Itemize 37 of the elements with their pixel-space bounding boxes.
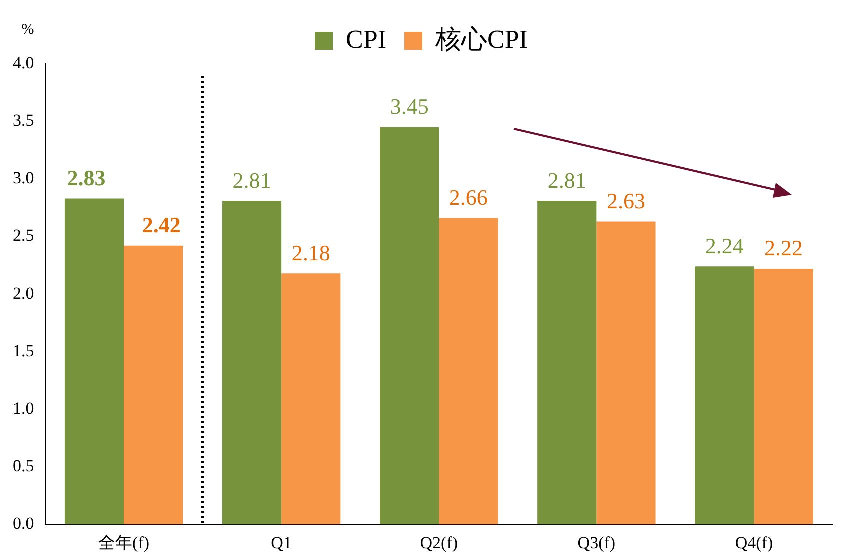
data-label: 2.18: [292, 240, 330, 266]
y-tick-label: 4.0: [13, 53, 34, 72]
legend-label: 核心CPI: [434, 24, 528, 54]
bar: [596, 222, 656, 525]
data-label: 2.66: [449, 185, 488, 210]
bar: [282, 274, 341, 525]
bar: [754, 268, 814, 525]
data-label: 2.22: [764, 236, 804, 261]
y-tick-label: 2.0: [13, 284, 34, 303]
y-axis-title: %: [22, 22, 34, 38]
bar: [380, 127, 440, 525]
y-tick-label: 0.0: [13, 514, 34, 534]
bar: [538, 201, 597, 525]
x-tick-label: Q1: [271, 533, 292, 552]
bar: [222, 201, 282, 525]
data-label: 2.83: [67, 165, 106, 190]
y-tick-label: 1.5: [13, 341, 34, 360]
bar: [64, 198, 124, 525]
data-label: 2.24: [705, 233, 744, 258]
x-tick-label: Q3(f): [578, 533, 616, 552]
bar: [695, 266, 754, 525]
y-tick-label: 0.5: [13, 456, 34, 476]
x-tick-label: 全年(f): [98, 533, 150, 552]
y-tick-label: 2.5: [13, 226, 34, 246]
data-label: 2.63: [606, 188, 646, 214]
legend-label: CPI: [346, 24, 387, 54]
x-tick-label: Q2(f): [420, 533, 458, 552]
data-label: 3.45: [390, 94, 429, 120]
y-tick-label: 3.0: [13, 168, 34, 188]
data-label: 2.42: [142, 212, 181, 238]
data-label: 2.81: [548, 168, 586, 193]
data-label: 2.81: [232, 168, 272, 193]
bar: [439, 218, 498, 525]
y-tick-label: 1.0: [13, 398, 34, 418]
bar: [124, 246, 184, 525]
y-tick-label: 3.5: [13, 111, 34, 130]
x-tick-label: Q4(f): [735, 533, 774, 552]
